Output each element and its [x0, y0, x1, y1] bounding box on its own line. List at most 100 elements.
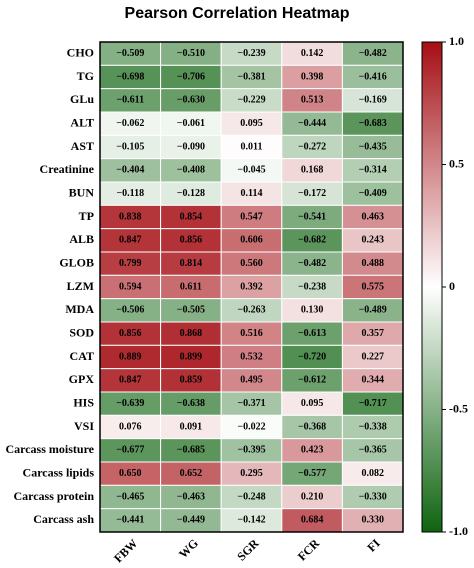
column-label: FCR — [295, 536, 323, 564]
cell-label: 0.560 — [240, 258, 263, 269]
cell-label: −0.381 — [237, 71, 265, 82]
cell-label: 0.243 — [361, 235, 384, 246]
cell-label: 0.398 — [301, 71, 324, 82]
cell-label: −0.465 — [116, 491, 144, 502]
cell-label: −0.541 — [298, 211, 326, 222]
row-label: GLOB — [59, 255, 94, 269]
cell-label: −0.612 — [298, 375, 326, 386]
chart-title: Pearson Correlation Heatmap — [125, 5, 350, 22]
colorbar — [421, 41, 443, 533]
cell-label: 0.814 — [180, 258, 203, 269]
cell-label: 0.799 — [119, 258, 142, 269]
cell-label: 0.575 — [361, 281, 384, 292]
row-label: TP — [79, 209, 94, 223]
cell-label: −0.720 — [298, 351, 326, 362]
cell-label: −0.365 — [359, 445, 387, 456]
cell-label: −0.683 — [359, 118, 387, 129]
cell-label: −0.482 — [359, 48, 387, 59]
cell-label: 0.095 — [301, 398, 324, 409]
cell-label: 0.011 — [241, 141, 263, 152]
cell-label: −0.248 — [237, 491, 265, 502]
cell-label: 0.392 — [240, 281, 263, 292]
cell-label: 0.168 — [301, 165, 324, 176]
cell-label: 0.847 — [119, 235, 142, 246]
cell-label: −0.090 — [177, 141, 205, 152]
cell-label: 0.516 — [240, 328, 263, 339]
cell-label: −0.118 — [116, 188, 144, 199]
cell-label: 0.847 — [119, 375, 142, 386]
cell-label: −0.416 — [359, 71, 387, 82]
cell-label: 0.210 — [301, 491, 324, 502]
row-label: VSI — [74, 419, 94, 433]
cell-label: −0.169 — [359, 95, 387, 106]
cell-label: −0.172 — [298, 188, 326, 199]
cell-label: −0.611 — [116, 95, 144, 106]
cell-label: 0.227 — [361, 351, 384, 362]
cell-label: 0.868 — [180, 328, 203, 339]
cell-label: −0.330 — [359, 491, 387, 502]
cell-label: 0.838 — [119, 211, 142, 222]
cell-label: 0.130 — [301, 305, 324, 316]
cell-label: 0.463 — [361, 211, 384, 222]
cell-label: −0.338 — [359, 421, 387, 432]
cell-label: −0.613 — [298, 328, 326, 339]
cell-label: −0.698 — [116, 71, 144, 82]
cell-label: −0.314 — [359, 165, 387, 176]
row-label: Carcass ash — [33, 512, 94, 526]
cell-label: −0.409 — [359, 188, 387, 199]
cell-label: 0.606 — [240, 235, 263, 246]
cell-label: −0.682 — [298, 235, 326, 246]
row-label: HIS — [73, 395, 94, 409]
colorbar-tick-label: 0 — [449, 279, 455, 293]
cell-label: 0.532 — [240, 351, 263, 362]
cell-label: 0.513 — [301, 95, 324, 106]
cell-label: −0.706 — [177, 71, 205, 82]
row-label: GPX — [69, 372, 95, 386]
cell-label: −0.463 — [177, 491, 205, 502]
cell-label: 0.650 — [119, 468, 142, 479]
cell-label: −0.506 — [116, 305, 144, 316]
row-label: MDA — [65, 302, 94, 316]
cell-label: 0.652 — [180, 468, 203, 479]
row-label: ALT — [70, 115, 94, 129]
row-label: SOD — [69, 325, 94, 339]
cell-label: 0.082 — [361, 468, 384, 479]
colorbar-tick-label: -0.5 — [449, 401, 468, 415]
cell-label: −0.505 — [177, 305, 205, 316]
cell-label: 0.091 — [180, 421, 203, 432]
cell-label: −0.395 — [237, 445, 265, 456]
cell-label: −0.638 — [177, 398, 205, 409]
cell-label: −0.272 — [298, 141, 326, 152]
cell-label: 0.114 — [241, 188, 263, 199]
cell-label: −0.639 — [116, 398, 144, 409]
column-label: FBW — [111, 536, 140, 565]
cell-label: 0.684 — [301, 515, 324, 526]
cell-label: −0.577 — [298, 468, 326, 479]
cell-label: −0.062 — [116, 118, 144, 129]
cell-label: 0.856 — [119, 328, 142, 339]
column-label: FI — [364, 536, 383, 555]
cell-label: −0.022 — [237, 421, 265, 432]
cell-label: −0.128 — [177, 188, 205, 199]
cell-label: 0.594 — [119, 281, 142, 292]
row-label: CAT — [70, 349, 94, 363]
cell-label: 0.295 — [240, 468, 263, 479]
cell-label: −0.630 — [177, 95, 205, 106]
row-label: GLu — [70, 92, 94, 106]
row-label: ALB — [69, 232, 94, 246]
cell-label: −0.142 — [237, 515, 265, 526]
column-label: SGR — [234, 536, 262, 564]
cell-label: 0.142 — [301, 48, 324, 59]
cell-label: −0.444 — [298, 118, 326, 129]
cell-label: 0.547 — [240, 211, 263, 222]
cell-label: −0.510 — [177, 48, 205, 59]
cell-label: −0.489 — [359, 305, 387, 316]
cell-label: 0.859 — [180, 375, 203, 386]
cell-label: 0.856 — [180, 235, 203, 246]
cell-label: −0.408 — [177, 165, 205, 176]
heatmap-border — [99, 41, 404, 533]
colorbar-tick-label: 0.5 — [449, 156, 464, 170]
row-label: LZM — [67, 279, 94, 293]
cell-label: −0.449 — [177, 515, 205, 526]
